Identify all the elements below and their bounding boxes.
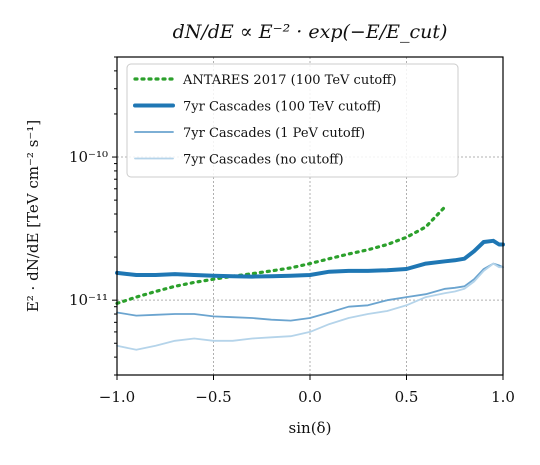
x-tick-label: 0.5 — [395, 388, 419, 406]
series-line — [116, 262, 504, 351]
legend: ANTARES 2017 (100 TeV cutoff) 7yr Cascade… — [126, 63, 459, 178]
x-tick-label: 1.0 — [491, 388, 515, 406]
x-tick-label: 0.0 — [298, 388, 322, 406]
x-tick-label: −0.5 — [195, 388, 231, 406]
y-tick-label: 10⁻¹¹ — [69, 291, 108, 309]
chart-title: dN/dE ∝ E⁻² · exp(−E/E_cut) — [173, 21, 448, 43]
axis-ticks: −1.0 −0.5 0.0 0.5 1.0 10⁻¹¹ 10⁻¹⁰ — [69, 56, 515, 406]
series-line — [115, 205, 447, 305]
legend-label: 7yr Cascades (1 PeV cutoff) — [183, 126, 365, 141]
series-line — [115, 238, 505, 279]
y-axis-label: E² · dN/dE [TeV cm⁻² s⁻¹] — [24, 120, 42, 312]
legend-box — [126, 63, 459, 178]
x-axis-label: sin(δ) — [289, 419, 332, 437]
y-tick-label: 10⁻¹⁰ — [69, 148, 108, 166]
legend-label: 7yr Cascades (no cutoff) — [183, 153, 344, 168]
x-tick-label: −1.0 — [99, 388, 135, 406]
legend-label: ANTARES 2017 (100 TeV cutoff) — [182, 73, 397, 88]
series-line — [116, 262, 504, 322]
legend-label: 7yr Cascades (100 TeV cutoff) — [183, 100, 381, 115]
series-layer — [115, 205, 505, 351]
